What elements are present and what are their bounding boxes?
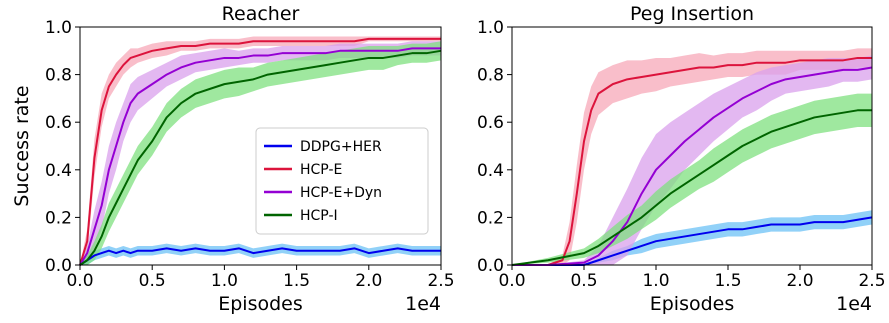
chart-title: Reacher bbox=[222, 3, 300, 25]
legend-label: HCP-E+Dyn bbox=[300, 185, 382, 201]
y-tick-label: 1.0 bbox=[45, 18, 72, 38]
x-tick-label: 1.0 bbox=[211, 271, 238, 291]
series-line-ddpg-her bbox=[79, 247, 441, 266]
chart-panel-1: 0.0 0.5 1.0 1.5 2.0 2.5 0.0 0.2 0.4 0.6 0.8 1.0 Reac… bbox=[11, 3, 455, 315]
plot-frame bbox=[511, 26, 873, 266]
series-line-hcp-i bbox=[79, 49, 442, 266]
y-tick-label: 0.4 bbox=[477, 161, 504, 181]
y-tick-label: 0.0 bbox=[477, 256, 504, 276]
y-tick-label: 0.0 bbox=[45, 256, 72, 276]
y-axis-label: Success rate bbox=[11, 85, 33, 206]
y-tick-label: 0.2 bbox=[45, 208, 72, 228]
legend-label: DDPG+HER bbox=[300, 139, 382, 155]
series-line-hcp-e bbox=[512, 56, 872, 266]
y-tick-label: 0.6 bbox=[45, 113, 72, 133]
x-tick-label: 0.5 bbox=[139, 271, 166, 291]
series-band-hcp-i bbox=[80, 41, 441, 265]
y-tick-label: 0.8 bbox=[477, 66, 504, 86]
y-tick-label: 1.0 bbox=[477, 18, 504, 38]
chart-panel-2: 0.0 0.5 1.0 1.5 2.0 2.5 0.0 0.2 0.4 0.6 0.8 1.0 Peg … bbox=[477, 3, 886, 315]
x-offset-label: 1e4 bbox=[405, 293, 441, 315]
x-axis-label: Episodes bbox=[650, 293, 735, 315]
legend: DDPG+HER HCP-E HCP-E+Dyn HCP-I bbox=[255, 127, 429, 235]
x-axis-label: Episodes bbox=[218, 293, 303, 315]
series-band-ddpg-her bbox=[80, 243, 441, 265]
x-tick-label: 2.0 bbox=[786, 271, 813, 291]
x-tick-label: 1.0 bbox=[642, 271, 669, 291]
y-tick-label: 0.6 bbox=[477, 113, 504, 133]
series-line-ddpg-her bbox=[512, 216, 873, 266]
legend-label: HCP-I bbox=[300, 208, 338, 224]
x-tick-label: 2.5 bbox=[858, 271, 885, 291]
y-tick-label: 0.4 bbox=[45, 161, 72, 181]
series-line-hcp-i bbox=[511, 109, 872, 266]
x-tick-label: 0.5 bbox=[570, 271, 597, 291]
series-band-hcp-e bbox=[512, 48, 872, 265]
x-tick-label: 2.5 bbox=[427, 271, 454, 291]
legend-box bbox=[255, 127, 429, 235]
x-tick-label: 0.0 bbox=[66, 271, 93, 291]
x-offset-label: 1e4 bbox=[836, 293, 872, 315]
x-tick-label: 2.0 bbox=[355, 271, 382, 291]
x-tick-label: 0.0 bbox=[498, 271, 525, 291]
series-line-hcp-e bbox=[79, 37, 441, 266]
plot-frame bbox=[79, 26, 442, 266]
y-tick-label: 0.2 bbox=[477, 208, 504, 228]
legend-label: HCP-E bbox=[300, 162, 342, 178]
series-line-hcp-e-dyn bbox=[512, 66, 873, 266]
y-tick-label: 0.8 bbox=[45, 66, 72, 86]
chart-title: Peg Insertion bbox=[630, 3, 754, 25]
x-tick-label: 1.5 bbox=[283, 271, 310, 291]
series-band-hcp-e-dyn bbox=[512, 55, 872, 266]
x-tick-label: 1.5 bbox=[714, 271, 741, 291]
series-line-hcp-e-dyn bbox=[79, 47, 441, 266]
